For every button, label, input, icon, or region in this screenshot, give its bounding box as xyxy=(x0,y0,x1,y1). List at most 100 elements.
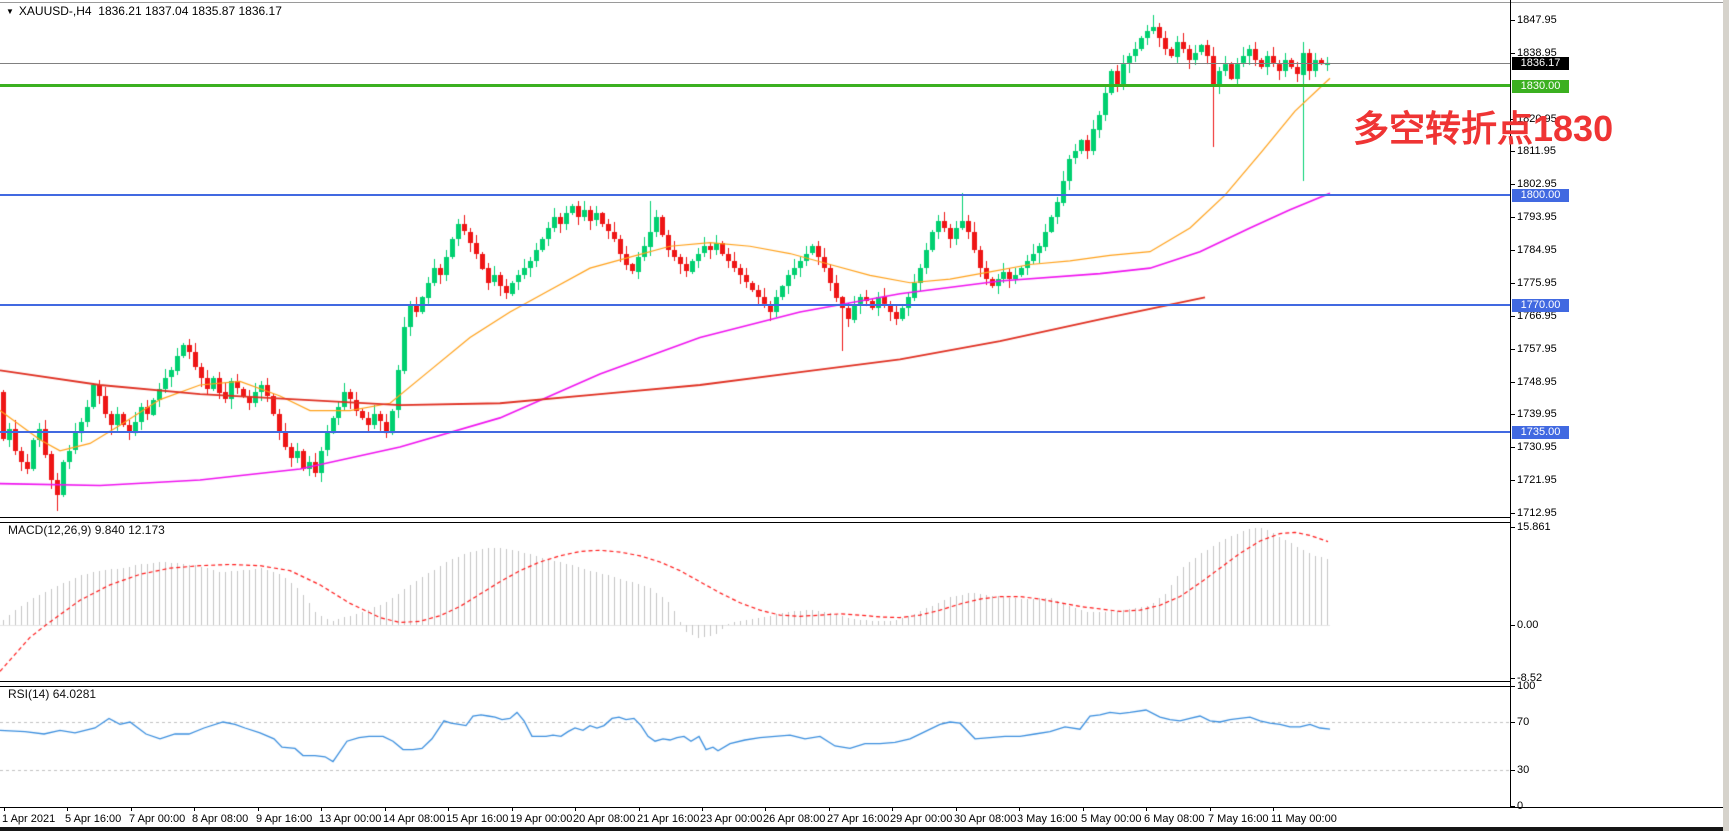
time-tick-label: 27 Apr 16:00 xyxy=(827,813,890,825)
time-tick-label: 26 Apr 08:00 xyxy=(763,813,826,825)
time-tick-mark xyxy=(892,808,893,811)
time-tick-label: 23 Apr 00:00 xyxy=(700,813,763,825)
time-tick-mark xyxy=(956,808,957,811)
time-tick-mark xyxy=(639,808,640,811)
time-tick-label: 19 Apr 00:00 xyxy=(510,813,573,825)
price-tick-label: 1721.95 xyxy=(1517,474,1557,486)
price-tick-label: 1802.95 xyxy=(1517,178,1557,190)
time-tick-label: 15 Apr 16:00 xyxy=(446,813,509,825)
time-tick-mark xyxy=(321,808,322,811)
price-tick-mark xyxy=(1511,382,1515,383)
level-line-1770.00[interactable] xyxy=(0,304,1510,306)
price-tick-mark xyxy=(1511,250,1515,251)
price-tick-mark xyxy=(1511,349,1515,350)
price-tick-label: 1748.95 xyxy=(1517,376,1557,388)
level-line-1800.00[interactable] xyxy=(0,194,1510,196)
price-axis-border xyxy=(1510,0,1511,807)
macd-axis-label: 0.00 xyxy=(1517,619,1539,631)
time-tick-label: 5 May 00:00 xyxy=(1081,813,1142,825)
macd-canvas[interactable] xyxy=(0,521,1510,681)
price-tick-mark xyxy=(1511,447,1515,448)
ohlc-high: 1837.04 xyxy=(145,4,189,18)
symbol-label: XAUUSD-,H4 xyxy=(18,4,92,18)
window-right-border xyxy=(1723,0,1729,831)
time-tick-label: 11 May 00:00 xyxy=(1271,813,1337,825)
time-tick-mark xyxy=(575,808,576,811)
time-tick-label: 6 May 08:00 xyxy=(1144,813,1205,825)
time-tick-mark xyxy=(67,808,68,811)
price-tick-label: 1712.95 xyxy=(1517,507,1557,519)
rsi-panel[interactable] xyxy=(0,685,1510,807)
time-tick-mark xyxy=(258,808,259,811)
time-tick-mark xyxy=(702,808,703,811)
macd-main-value: 9.840 xyxy=(94,523,125,537)
time-tick-mark xyxy=(1083,808,1084,811)
time-tick-mark xyxy=(829,808,830,811)
rsi-axis-label: 70 xyxy=(1517,716,1530,728)
rsi-axis-label: 0 xyxy=(1517,800,1524,812)
price-axis[interactable] xyxy=(1510,0,1729,517)
panel-separator[interactable] xyxy=(0,681,1510,687)
price-tick-label: 1793.95 xyxy=(1517,211,1557,223)
price-tick-label: 1739.95 xyxy=(1517,408,1557,420)
rsi-tick-mark xyxy=(1511,806,1515,807)
time-tick-mark xyxy=(1146,808,1147,811)
macd-axis-label: -8.52 xyxy=(1517,672,1543,684)
price-tick-mark xyxy=(1511,480,1515,481)
ohlc-close: 1836.17 xyxy=(238,4,282,18)
price-tick-mark xyxy=(1511,20,1515,21)
annotation-text[interactable]: 多空转折点1830 xyxy=(1353,108,1614,149)
macd-tick-mark xyxy=(1511,678,1515,679)
price-badge-1735.00: 1735.00 xyxy=(1512,426,1569,439)
price-badge-1836.17: 1836.17 xyxy=(1512,57,1569,70)
macd-name: MACD(12,26,9) xyxy=(8,523,92,537)
time-tick-label: 5 Apr 16:00 xyxy=(65,813,122,825)
macd-axis-label: 15.861 xyxy=(1517,521,1551,533)
price-tick-label: 1730.95 xyxy=(1517,441,1557,453)
time-tick-mark xyxy=(4,808,5,811)
level-line-1830.00[interactable] xyxy=(0,84,1510,87)
level-line-1836.17[interactable] xyxy=(0,63,1510,64)
panel-separator[interactable] xyxy=(0,517,1510,523)
price-tick-mark xyxy=(1511,283,1515,284)
macd-panel[interactable] xyxy=(0,521,1510,681)
time-tick-mark xyxy=(448,808,449,811)
price-tick-label: 1784.95 xyxy=(1517,244,1557,256)
rsi-label: RSI(14) 64.0281 xyxy=(8,687,96,701)
level-line-1735.00[interactable] xyxy=(0,431,1510,433)
rsi-axis-label: 30 xyxy=(1517,764,1530,776)
price-tick-label: 1811.95 xyxy=(1517,145,1556,157)
time-tick-label: 29 Apr 00:00 xyxy=(890,813,953,825)
price-chart-panel[interactable] xyxy=(0,0,1510,517)
macd-tick-mark xyxy=(1511,625,1515,626)
price-tick-label: 1847.95 xyxy=(1517,14,1557,26)
time-axis[interactable] xyxy=(0,807,1729,829)
time-tick-label: 7 Apr 00:00 xyxy=(129,813,186,825)
rsi-tick-mark xyxy=(1511,686,1515,687)
price-badge-1800.00: 1800.00 xyxy=(1512,189,1569,202)
rsi-canvas[interactable] xyxy=(0,685,1510,807)
time-tick-label: 13 Apr 00:00 xyxy=(319,813,382,825)
time-tick-mark xyxy=(1019,808,1020,811)
price-tick-label: 1820.95 xyxy=(1517,113,1557,125)
time-tick-label: 20 Apr 08:00 xyxy=(573,813,636,825)
candlestick-canvas[interactable] xyxy=(0,0,1510,517)
price-tick-label: 1775.95 xyxy=(1517,277,1557,289)
time-tick-label: 9 Apr 16:00 xyxy=(256,813,313,825)
rsi-tick-mark xyxy=(1511,770,1515,771)
macd-signal-value: 12.173 xyxy=(128,523,165,537)
ohlc-open: 1836.21 xyxy=(98,4,142,18)
symbol-dropdown-icon[interactable]: ▼ xyxy=(6,7,14,16)
time-tick-mark xyxy=(512,808,513,811)
time-tick-label: 21 Apr 16:00 xyxy=(637,813,700,825)
symbol-header[interactable]: ▼ XAUUSD-,H4 1836.21 1837.04 1835.87 1836… xyxy=(6,4,282,18)
window-bottom-border xyxy=(0,827,1729,831)
price-tick-label: 1766.95 xyxy=(1517,310,1557,322)
ohlc-low: 1835.87 xyxy=(191,4,236,18)
rsi-axis-label: 100 xyxy=(1517,680,1536,692)
time-tick-label: 30 Apr 08:00 xyxy=(954,813,1017,825)
rsi-name: RSI(14) xyxy=(8,687,50,701)
price-tick-mark xyxy=(1511,53,1515,54)
price-tick-mark xyxy=(1511,316,1515,317)
